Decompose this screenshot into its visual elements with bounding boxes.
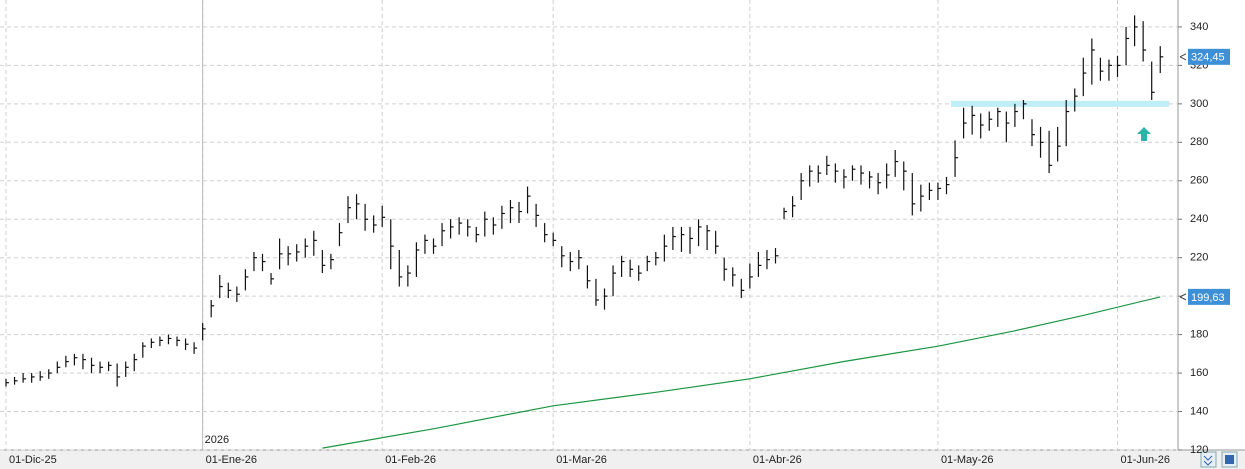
x-tick-label: 01-Ene-26 xyxy=(206,454,257,466)
y-axis-band xyxy=(1178,0,1245,450)
tag-pointer xyxy=(1179,53,1187,61)
price-tag xyxy=(1188,48,1230,65)
y-tick-label: 280 xyxy=(1190,136,1208,148)
x-tick-label: 01-Feb-26 xyxy=(385,454,436,466)
x-tick-label: 01-May-26 xyxy=(941,454,994,466)
x-axis-band xyxy=(0,450,1245,469)
price-tag-label: 199,63 xyxy=(1191,292,1225,304)
up-arrow xyxy=(1137,127,1151,141)
plot: 2026 xyxy=(0,0,1178,451)
y-tick-label: 140 xyxy=(1190,405,1208,417)
y-tick-label: 300 xyxy=(1190,98,1208,110)
y-tick-label: 120 xyxy=(1190,444,1208,456)
price-tag-label: 324,45 xyxy=(1191,52,1225,64)
tag-pointer xyxy=(1179,293,1187,301)
y-tick-label: 160 xyxy=(1190,367,1208,379)
x-tick-label: 01-Abr-26 xyxy=(753,454,802,466)
x-tick-label: 01-Jun-26 xyxy=(1121,454,1171,466)
y-tick-label: 240 xyxy=(1190,213,1208,225)
year-label: 2026 xyxy=(205,434,229,446)
moving-average xyxy=(322,296,1161,449)
save-icon xyxy=(1225,455,1234,464)
zoom-icon xyxy=(1203,455,1213,466)
y-tick-label: 180 xyxy=(1190,329,1208,341)
y-tick-label: 340 xyxy=(1190,21,1208,33)
y-tick-label: 260 xyxy=(1190,175,1208,187)
y-tick-label: 220 xyxy=(1190,252,1208,264)
x-tick-label: 01-Dic-25 xyxy=(9,454,57,466)
support-band xyxy=(951,100,1169,107)
price-tag xyxy=(1188,288,1230,305)
x-tick-label: 01-Mar-26 xyxy=(556,454,607,466)
